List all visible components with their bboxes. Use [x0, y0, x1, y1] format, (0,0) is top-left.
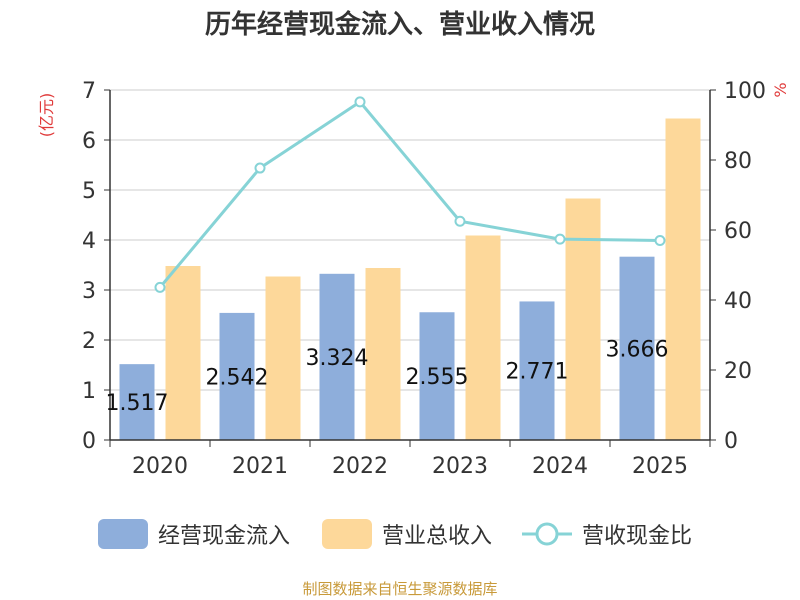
- right-axis-tick-label: 100: [724, 79, 766, 104]
- legend-swatch-cash-inflow: [98, 519, 148, 549]
- x-axis-tick-label: 2021: [232, 454, 288, 479]
- bar-cash-inflow: [119, 364, 155, 440]
- left-axis-tick-label: 3: [82, 279, 96, 304]
- bar-cash-inflow: [519, 301, 555, 440]
- ratio-point: [254, 162, 266, 174]
- left-axis-tick-label: 2: [82, 329, 96, 354]
- x-axis-tick-label: 2020: [132, 454, 188, 479]
- ratio-point: [554, 233, 566, 245]
- ratio-line: [154, 96, 666, 293]
- left-axis-unit: (亿元): [37, 93, 56, 138]
- data-label-cash-inflow: 3.324: [306, 346, 369, 371]
- ratio-point: [454, 215, 466, 227]
- left-axis-tick-label: 4: [82, 229, 96, 254]
- x-axis-tick-label: 2023: [432, 454, 488, 479]
- right-axis-tick-label: 0: [724, 429, 738, 454]
- bar-revenue: [165, 266, 201, 440]
- x-axis-tick-label: 2022: [332, 454, 388, 479]
- x-axis-tick-label: 2024: [532, 454, 588, 479]
- bar-revenue: [665, 118, 701, 440]
- grid-lines: [110, 89, 710, 391]
- right-axis-tick-label: 80: [724, 149, 752, 174]
- right-axis-tick-label: 20: [724, 359, 752, 384]
- bar-cash-inflow: [319, 273, 355, 440]
- legend-label-cash-inflow: 经营现金流入: [158, 524, 290, 549]
- axes: 0 1 2 3 4 5 6 7 0 20 40 60 80 100 2020 2021 2022 2023 2024…: [82, 79, 766, 479]
- bar-revenue: [365, 268, 401, 440]
- data-label-cash-inflow: 2.555: [406, 365, 469, 390]
- x-axis-tick-label: 2025: [632, 454, 688, 479]
- data-label-cash-inflow: 2.542: [206, 365, 269, 390]
- legend-label-revenue: 营业总收入: [382, 524, 492, 549]
- ratio-point: [654, 235, 666, 246]
- chart-title: 历年经营现金流入、营业收入情况: [205, 9, 595, 40]
- ratio-point: [354, 96, 366, 108]
- left-axis-tick-label: 7: [82, 79, 96, 104]
- bar-cash-inflow: [619, 256, 655, 440]
- left-axis-tick-label: 5: [82, 179, 96, 204]
- left-axis-tick-label: 0: [82, 429, 96, 454]
- right-axis-unit: %: [771, 82, 790, 97]
- right-axis-tick-label: 40: [724, 289, 752, 314]
- legend-marker-ratio: [535, 522, 559, 546]
- ratio-point: [154, 281, 166, 293]
- right-axis-tick-label: 60: [724, 219, 752, 244]
- bar-revenue: [265, 276, 301, 440]
- bar-revenue: [565, 198, 601, 440]
- data-label-cash-inflow: 2.771: [506, 360, 569, 385]
- bar-revenue: [465, 235, 501, 440]
- legend: 经营现金流入 营业总收入 营收现金比: [98, 519, 692, 549]
- ratio-line-path: [158, 99, 661, 289]
- source-note: 制图数据来自恒生聚源数据库: [302, 580, 497, 598]
- data-label-cash-inflow: 3.666: [606, 337, 669, 362]
- left-axis-tick-label: 1: [82, 379, 96, 404]
- data-labels: 1.517 2.542 3.324 2.555 2.771 3.666: [106, 337, 669, 416]
- bars: [119, 118, 701, 440]
- left-axis-tick-label: 6: [82, 129, 96, 154]
- bar-cash-inflow: [219, 312, 255, 440]
- data-label-cash-inflow: 1.517: [106, 391, 169, 416]
- legend-label-ratio: 营收现金比: [582, 524, 692, 549]
- bar-cash-inflow: [419, 312, 455, 440]
- legend-swatch-revenue: [322, 519, 372, 549]
